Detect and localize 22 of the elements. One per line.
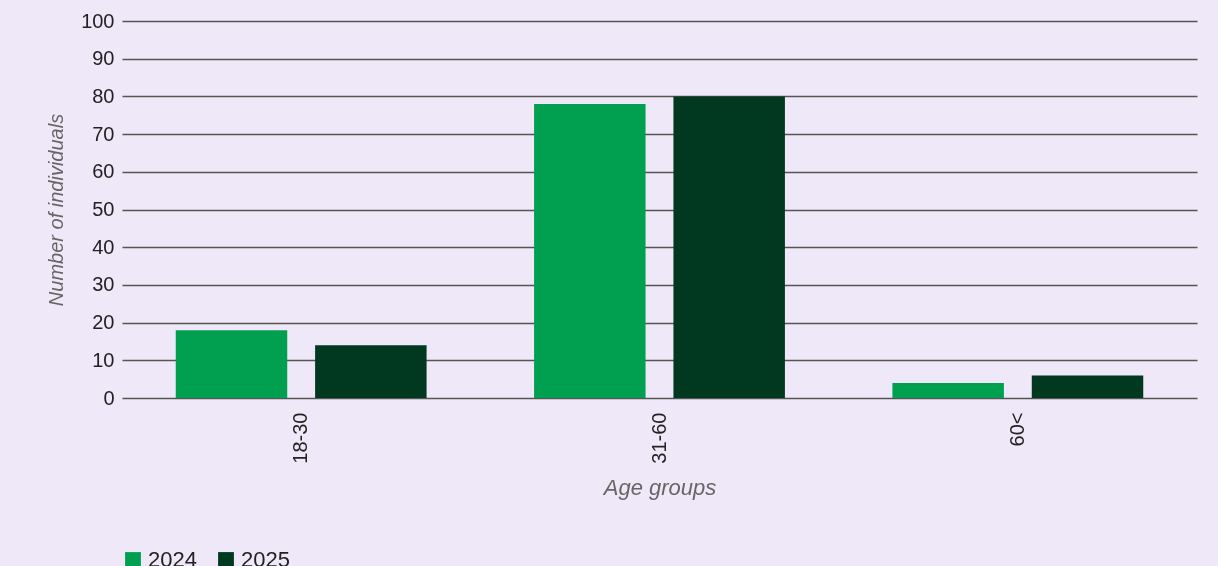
y-tick-label: 100: [81, 9, 115, 32]
y-tick-label: 80: [92, 84, 115, 107]
bar: [175, 330, 288, 398]
y-tick-label: 20: [92, 311, 115, 334]
y-tick-label: 50: [92, 198, 115, 220]
x-tick-label: 60<: [1005, 412, 1028, 447]
x-axis-title: Age groups: [601, 474, 717, 500]
y-axis-title: Number of individuals: [45, 113, 68, 307]
y-tick-label: 0: [103, 386, 115, 409]
bar: [534, 103, 646, 398]
y-tick-label: 40: [92, 235, 115, 258]
x-tick-label: 31-60: [647, 412, 670, 464]
y-tick-label: 30: [92, 273, 115, 296]
y-tick-label: 70: [92, 122, 115, 145]
bar: [315, 345, 427, 398]
y-tick-label: 90: [92, 47, 115, 70]
bar: [673, 96, 785, 398]
y-tick-label: 60: [92, 160, 115, 183]
y-tick-label: 10: [92, 348, 115, 371]
bar: [892, 382, 1004, 398]
bar: [1031, 375, 1144, 398]
x-tick-label: 18-30: [289, 412, 312, 464]
